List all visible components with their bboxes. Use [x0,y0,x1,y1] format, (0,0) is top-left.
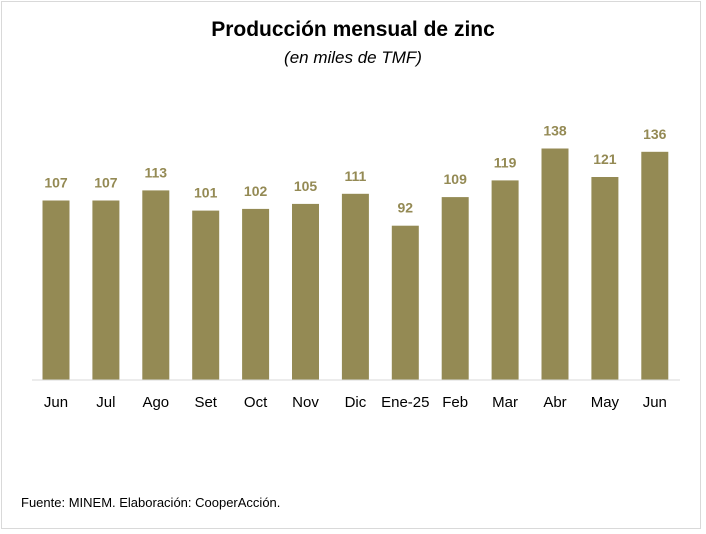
data-label-2: 113 [145,164,168,180]
bar-2 [142,190,170,380]
bar-8 [441,197,469,380]
data-label-8: 109 [444,171,468,187]
x-tick-label-0: Jun [44,394,68,411]
x-tick-label-12: Jun [643,394,667,411]
x-tick-label-3: Set [194,394,217,411]
chart-subtitle: (en miles de TMF) [284,48,422,67]
bar-3 [192,210,220,380]
x-tick-label-5: Nov [292,394,319,411]
data-labels-layer: 107 107 113 101 102 105 111 92 109 119 138 121 136 [44,123,666,216]
chart-title: Producción mensual de zinc [211,18,495,41]
bar-6 [341,193,369,380]
bar-11 [591,177,619,380]
x-tick-label-11: May [591,394,620,411]
bar-7 [391,225,419,380]
data-label-4: 102 [244,183,268,199]
x-tick-label-6: Dic [345,394,367,411]
bar-5 [292,203,319,380]
bar-10 [541,148,569,380]
data-label-5: 105 [294,178,318,194]
data-label-12: 136 [643,126,667,142]
x-tick-label-1: Jul [96,394,115,411]
data-label-1: 107 [94,175,118,191]
data-label-11: 121 [593,151,617,167]
data-label-10: 138 [543,123,567,139]
data-label-9: 119 [494,154,517,170]
source-note: Fuente: MINEM. Elaboración: CooperAcción… [21,495,281,510]
data-label-0: 107 [44,175,68,191]
bar-9 [491,180,519,380]
bar-1 [92,200,120,380]
x-tick-labels-layer: Jun Jul Ago Set Oct Nov Dic Ene-25 Feb Mar Abr May J… [44,394,667,411]
x-tick-label-2: Ago [142,394,169,411]
x-tick-label-7: Ene-25 [381,394,429,411]
data-label-6: 111 [344,168,366,184]
x-tick-label-8: Feb [442,394,468,411]
x-tick-label-10: Abr [543,394,566,411]
bar-0 [42,200,70,380]
x-tick-label-9: Mar [492,394,518,411]
data-label-3: 101 [194,185,218,201]
bar-12 [641,151,669,380]
bars-layer [42,148,669,380]
data-label-7: 92 [398,200,414,216]
bar-4 [242,208,270,380]
x-tick-label-4: Oct [244,394,268,411]
